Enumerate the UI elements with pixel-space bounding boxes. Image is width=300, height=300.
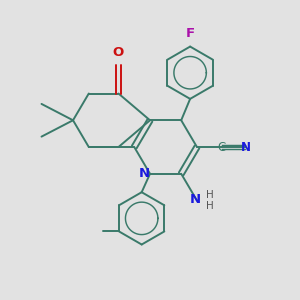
Text: N: N bbox=[138, 167, 149, 180]
Text: N: N bbox=[190, 194, 201, 206]
Text: H: H bbox=[206, 190, 213, 200]
Text: C: C bbox=[218, 140, 226, 154]
Text: F: F bbox=[186, 27, 195, 40]
Text: N: N bbox=[241, 140, 251, 154]
Text: H: H bbox=[206, 201, 213, 211]
Text: O: O bbox=[112, 46, 124, 59]
